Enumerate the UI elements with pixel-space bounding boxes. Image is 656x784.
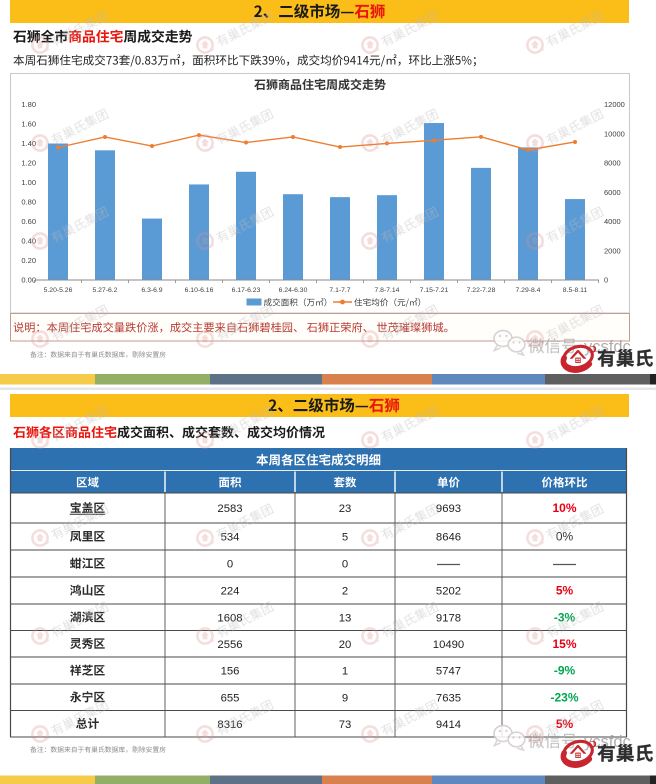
svg-text:0%: 0% — [556, 530, 574, 544]
svg-text:0.60: 0.60 — [21, 217, 36, 226]
svg-text:1.80: 1.80 — [21, 100, 36, 109]
svg-text:9178: 9178 — [436, 612, 461, 624]
svg-text:20: 20 — [339, 639, 352, 651]
svg-text:6000: 6000 — [604, 188, 621, 197]
svg-text:7.1-7.7: 7.1-7.7 — [329, 287, 350, 294]
svg-text:8.5-8.11: 8.5-8.11 — [563, 287, 588, 294]
svg-text:4000: 4000 — [604, 217, 621, 226]
svg-text:0: 0 — [342, 559, 348, 571]
svg-text:0.80: 0.80 — [21, 198, 36, 207]
svg-text:1.60: 1.60 — [21, 120, 36, 129]
svg-text:9693: 9693 — [436, 503, 461, 515]
svg-text:9414: 9414 — [436, 719, 461, 731]
svg-text:2000: 2000 — [604, 246, 621, 255]
svg-text:1.00: 1.00 — [21, 178, 36, 187]
svg-text:-3%: -3% — [554, 610, 576, 624]
svg-text:6.17-6.23: 6.17-6.23 — [232, 287, 261, 294]
svg-text:0: 0 — [227, 559, 233, 571]
svg-text:-9%: -9% — [554, 664, 576, 678]
svg-text:5%: 5% — [556, 584, 574, 598]
svg-text:5202: 5202 — [436, 586, 461, 598]
svg-text:2583: 2583 — [217, 503, 242, 515]
svg-text:1: 1 — [342, 666, 348, 678]
svg-text:13: 13 — [339, 612, 352, 624]
svg-text:10%: 10% — [552, 501, 576, 515]
svg-text:10000: 10000 — [604, 129, 625, 138]
svg-text:7.22-7.28: 7.22-7.28 — [467, 287, 496, 294]
svg-text:224: 224 — [221, 586, 240, 598]
svg-text:7635: 7635 — [436, 692, 461, 704]
svg-text:6.3-6.9: 6.3-6.9 — [141, 287, 162, 294]
svg-text:23: 23 — [339, 503, 352, 515]
svg-text:5747: 5747 — [436, 666, 461, 678]
svg-text:0.20: 0.20 — [21, 256, 36, 265]
svg-text:0: 0 — [604, 276, 608, 285]
svg-text:0.40: 0.40 — [21, 237, 36, 246]
svg-text:0.00: 0.00 — [21, 276, 36, 285]
svg-text:-23%: -23% — [550, 690, 578, 704]
svg-text:7.8-7.14: 7.8-7.14 — [375, 287, 400, 294]
svg-text:5: 5 — [342, 532, 348, 544]
svg-text:7.15-7.21: 7.15-7.21 — [420, 287, 449, 294]
svg-text:73: 73 — [339, 719, 352, 731]
svg-text:2: 2 — [342, 586, 348, 598]
svg-text:10490: 10490 — [433, 639, 464, 651]
svg-text:1.20: 1.20 — [21, 159, 36, 168]
svg-text:5.20-5.26: 5.20-5.26 — [44, 287, 73, 294]
svg-text:156: 156 — [221, 666, 240, 678]
svg-text:12000: 12000 — [604, 100, 625, 109]
svg-text:8000: 8000 — [604, 159, 621, 168]
svg-text:7.29-8.4: 7.29-8.4 — [516, 287, 541, 294]
svg-text:5.27-6.2: 5.27-6.2 — [93, 287, 118, 294]
svg-text:6.10-6.16: 6.10-6.16 — [185, 287, 214, 294]
svg-text:655: 655 — [221, 692, 240, 704]
svg-text:6.24-6.30: 6.24-6.30 — [279, 287, 308, 294]
svg-text:1608: 1608 — [217, 612, 242, 624]
svg-text:8646: 8646 — [436, 532, 461, 544]
svg-text:1.40: 1.40 — [21, 139, 36, 148]
svg-text:2556: 2556 — [217, 639, 242, 651]
svg-text:9: 9 — [342, 692, 348, 704]
svg-text:15%: 15% — [552, 637, 576, 651]
